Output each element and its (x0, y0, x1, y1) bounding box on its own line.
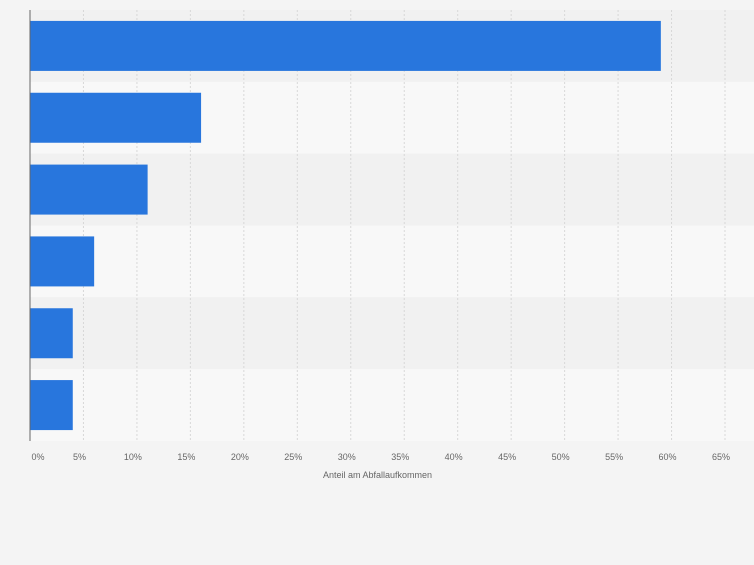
bar (30, 308, 73, 359)
x-tick-label: 35% (391, 452, 409, 462)
row-band (30, 153, 754, 226)
x-tick-label: 45% (498, 452, 516, 462)
x-tick-label: 20% (231, 452, 249, 462)
x-axis-title: Anteil am Abfallaufkommen (323, 470, 432, 480)
row-band (30, 297, 754, 370)
x-tick-label: 25% (284, 452, 302, 462)
bars (30, 20, 661, 431)
x-tick-label: 10% (124, 452, 142, 462)
bar (30, 164, 148, 215)
bar (30, 380, 73, 431)
x-tick-label: 5% (73, 452, 86, 462)
bar (30, 92, 202, 143)
bar (30, 20, 661, 71)
x-tick-label: 15% (177, 452, 195, 462)
x-tick-label: 0% (31, 452, 44, 462)
x-tick-label: 65% (712, 452, 730, 462)
row-bands (30, 10, 754, 441)
x-tick-label: 30% (338, 452, 356, 462)
x-tick-label: 55% (605, 452, 623, 462)
bar (30, 236, 95, 287)
row-band (30, 369, 754, 441)
x-tick-label: 50% (552, 452, 570, 462)
row-band (30, 225, 754, 298)
x-tick-labels: 0% 5% 10% 15% 20% 25% 30% 35% 40% 45% 50% 55% 60% 65% (31, 452, 730, 462)
x-tick-label: 40% (445, 452, 463, 462)
x-tick-label: 60% (659, 452, 677, 462)
